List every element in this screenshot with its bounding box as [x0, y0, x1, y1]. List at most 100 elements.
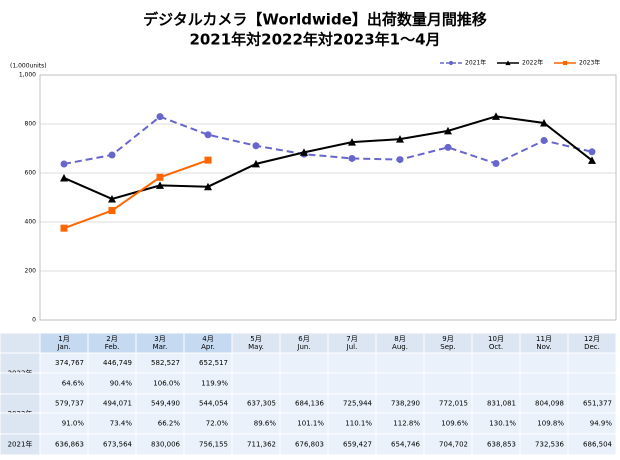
data-point — [204, 156, 212, 164]
table-cell — [231, 372, 281, 395]
legend-label: 2022年 — [522, 59, 543, 67]
value-cell: 732,536 — [535, 441, 564, 449]
data-point — [348, 154, 356, 162]
value-cell: 738,290 — [391, 400, 420, 408]
value-cell: 374,767 — [55, 359, 84, 367]
month-label-en: Feb. — [105, 343, 120, 351]
value-cell: 711,362 — [247, 441, 276, 449]
value-cell: 686,504 — [583, 441, 612, 449]
table-cell — [375, 372, 425, 395]
value-cell: 704,702 — [439, 441, 468, 449]
ratio-cell: 119.9% — [201, 380, 228, 388]
chart-title: デジタルカメラ【Worldwide】出荷数量月間推移 — [143, 11, 487, 29]
data-point — [60, 224, 68, 232]
y-tick-label: 400 — [25, 219, 37, 226]
table-cell — [567, 352, 617, 374]
value-cell: 638,853 — [487, 441, 516, 449]
month-label-en: Nov. — [536, 343, 551, 351]
table-cell — [567, 372, 617, 395]
table-label-cell — [0, 332, 41, 354]
data-point — [396, 135, 404, 143]
data-point — [540, 118, 548, 127]
table-cell — [327, 372, 377, 395]
legend-label: 2021年 — [465, 59, 486, 67]
series-line — [63, 115, 593, 165]
chart-subtitle: 2021年対2022年対2023年1～4月 — [189, 31, 440, 49]
value-cell: 651,377 — [583, 400, 612, 408]
month-label-en: May. — [248, 343, 264, 351]
data-point — [444, 143, 452, 151]
ratio-cell: 112.8% — [393, 420, 420, 428]
legend-label: 2023年 — [579, 59, 600, 67]
value-cell: 804,098 — [535, 400, 564, 408]
value-cell: 549,490 — [151, 400, 180, 408]
value-cell: 659,427 — [343, 441, 372, 449]
data-point — [300, 148, 308, 156]
value-cell: 637,305 — [247, 400, 276, 408]
data-point — [588, 148, 596, 156]
ratio-cell: 110.1% — [345, 420, 372, 428]
data-point — [588, 156, 596, 164]
month-label-en: Sep. — [440, 343, 455, 351]
month-label-en: Mar. — [153, 343, 168, 351]
month-label-en: Jun. — [296, 343, 310, 351]
value-cell: 494,071 — [103, 400, 132, 408]
month-label: 3月 — [154, 335, 165, 343]
data-point — [156, 113, 164, 121]
ratio-cell: 64.6% — [62, 380, 85, 388]
table-cell — [471, 372, 521, 395]
y-tick-label: 1,000 — [19, 72, 36, 79]
month-label: 6月 — [298, 335, 309, 343]
legend-marker — [562, 60, 568, 66]
ratio-cell: 130.1% — [489, 420, 516, 428]
y-tick-label: 800 — [25, 121, 37, 128]
month-label-en: Oct. — [489, 343, 503, 351]
month-label: 5月 — [250, 335, 261, 343]
y-tick-label: 600 — [25, 170, 37, 177]
ratio-cell: 101.1% — [297, 420, 324, 428]
data-point — [540, 137, 548, 145]
value-cell: 544,054 — [199, 400, 228, 408]
plot-area — [39, 74, 617, 321]
data-point — [108, 207, 116, 215]
y-unit: (1,000units) — [10, 63, 47, 70]
month-label-en: Jan. — [56, 343, 70, 351]
value-cell: 756,155 — [199, 441, 228, 449]
table-label-cell — [0, 372, 41, 395]
month-label: 8月 — [394, 335, 405, 343]
row-label: 2021年 — [8, 440, 33, 449]
table-cell — [375, 352, 425, 374]
ratio-cell: 90.4% — [110, 380, 133, 388]
series-line — [63, 115, 593, 201]
value-cell: 684,136 — [295, 400, 324, 408]
series-line — [63, 159, 209, 230]
month-label-en: Dec. — [584, 343, 600, 351]
table-cell — [279, 352, 329, 374]
ratio-cell: 72.0% — [206, 420, 229, 428]
ratio-cell: 73.4% — [110, 420, 133, 428]
month-label-en: Jul. — [346, 343, 358, 351]
value-cell: 636,863 — [55, 441, 84, 449]
month-label: 7月 — [346, 335, 357, 343]
y-tick-label: 200 — [25, 268, 37, 275]
ratio-cell: 66.2% — [158, 420, 181, 428]
table-cell — [327, 352, 377, 374]
data-point — [108, 151, 116, 159]
month-label: 9月 — [442, 335, 453, 343]
month-label: 2月 — [106, 335, 117, 343]
month-label: 11月 — [536, 335, 552, 343]
month-label: 4月 — [202, 335, 213, 343]
data-point — [252, 142, 260, 150]
ratio-cell: 109.8% — [537, 420, 564, 428]
data-point — [444, 126, 452, 135]
data-point — [60, 173, 68, 182]
value-cell: 676,803 — [295, 441, 324, 449]
data-point — [156, 181, 164, 189]
legend-marker — [448, 60, 454, 66]
data-point — [60, 160, 68, 168]
table-cell — [231, 352, 281, 374]
month-label: 10月 — [488, 335, 504, 343]
month-label-en: Aug. — [392, 343, 408, 351]
data-point — [204, 182, 212, 191]
